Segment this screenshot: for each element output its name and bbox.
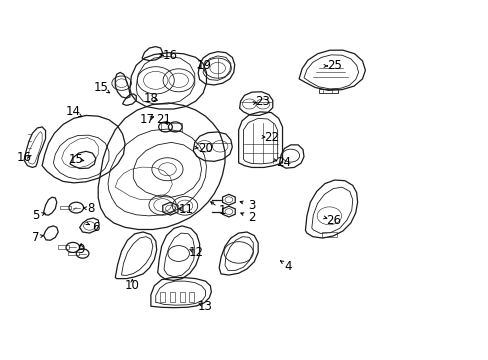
Text: 18: 18 xyxy=(143,92,158,105)
Text: 21: 21 xyxy=(156,113,171,126)
Text: 7: 7 xyxy=(32,231,40,244)
Text: 6: 6 xyxy=(92,221,100,234)
Text: 25: 25 xyxy=(326,59,342,72)
Text: 15: 15 xyxy=(93,81,108,94)
Bar xyxy=(68,252,79,255)
Text: 26: 26 xyxy=(325,214,340,227)
Text: 19: 19 xyxy=(197,59,212,72)
Text: 2: 2 xyxy=(247,211,255,224)
Text: 9: 9 xyxy=(77,243,85,256)
Text: 14: 14 xyxy=(65,105,80,118)
Text: 12: 12 xyxy=(188,246,203,259)
Bar xyxy=(321,231,336,237)
Bar xyxy=(169,292,174,302)
Text: 17: 17 xyxy=(139,113,154,126)
Text: 20: 20 xyxy=(198,142,212,155)
Bar xyxy=(189,292,194,302)
Text: 15: 15 xyxy=(69,153,83,166)
Bar xyxy=(160,123,182,131)
Text: 11: 11 xyxy=(178,203,193,216)
Bar xyxy=(179,292,184,302)
Bar xyxy=(318,89,337,93)
Text: 10: 10 xyxy=(124,279,140,292)
Bar xyxy=(58,245,69,249)
Text: 13: 13 xyxy=(198,300,212,313)
Text: 8: 8 xyxy=(87,202,94,215)
Text: 1: 1 xyxy=(218,204,226,217)
Text: 4: 4 xyxy=(284,260,291,273)
Text: 22: 22 xyxy=(264,131,278,144)
Text: 16: 16 xyxy=(163,49,178,62)
Bar xyxy=(60,206,71,210)
Text: 16: 16 xyxy=(17,151,32,164)
Text: 23: 23 xyxy=(255,95,270,108)
Text: 3: 3 xyxy=(247,199,255,212)
Bar xyxy=(160,292,164,302)
Text: 24: 24 xyxy=(275,156,290,169)
Text: 5: 5 xyxy=(32,210,40,222)
